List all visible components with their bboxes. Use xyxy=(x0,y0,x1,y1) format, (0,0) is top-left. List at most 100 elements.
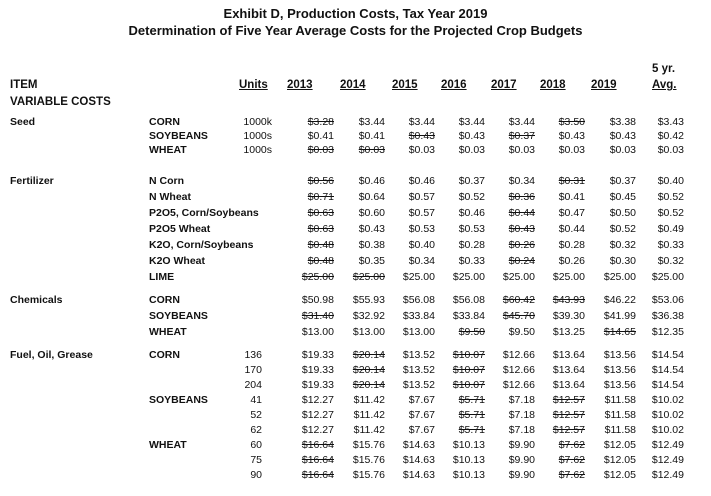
year-cell: $14.63 xyxy=(402,439,435,451)
year-cell: $13.56 xyxy=(603,379,636,391)
header-year: 2015 xyxy=(392,79,418,91)
year-cell: $56.08 xyxy=(452,294,485,306)
year-cell: $0.53 xyxy=(408,223,435,235)
row-label: CORN xyxy=(149,349,180,361)
header-avg: Avg. xyxy=(652,79,677,91)
row-label: LIME xyxy=(149,271,175,283)
header-year: 2016 xyxy=(441,79,467,91)
row-label: SOYBEANS xyxy=(149,310,208,322)
year-cell: $0.41 xyxy=(307,130,334,142)
year-cell: $5.71 xyxy=(458,394,485,406)
avg-cell: $14.54 xyxy=(651,364,684,376)
row-label: SOYBEANS xyxy=(149,394,208,406)
year-cell: $0.46 xyxy=(458,207,485,219)
header-year: 2018 xyxy=(540,79,566,91)
row-unit: 41 xyxy=(250,394,262,406)
year-cell: $9.50 xyxy=(458,326,485,338)
year-cell: $11.58 xyxy=(604,394,636,406)
year-cell: $7.67 xyxy=(408,394,435,406)
year-cell: $0.26 xyxy=(558,255,585,267)
header-year: 2019 xyxy=(591,79,617,91)
row-unit: 1000k xyxy=(243,116,272,128)
row-unit: 170 xyxy=(244,364,262,376)
year-cell: $0.50 xyxy=(609,207,636,219)
year-cell: $10.13 xyxy=(452,454,485,466)
year-cell: $9.90 xyxy=(508,454,535,466)
year-cell: $0.33 xyxy=(458,255,485,267)
row-unit: 75 xyxy=(250,454,262,466)
row-unit: 90 xyxy=(250,469,262,481)
year-cell: $45.70 xyxy=(502,310,535,322)
row-unit: 62 xyxy=(250,424,262,436)
year-cell: $12.66 xyxy=(502,364,535,376)
year-cell: $13.56 xyxy=(603,364,636,376)
year-cell: $7.67 xyxy=(408,424,435,436)
year-cell: $13.52 xyxy=(402,364,435,376)
year-cell: $13.52 xyxy=(402,349,435,361)
year-cell: $7.18 xyxy=(508,394,535,406)
year-cell: $11.42 xyxy=(353,394,385,406)
year-cell: $5.71 xyxy=(458,424,485,436)
year-cell: $3.50 xyxy=(558,116,585,128)
avg-cell: $12.49 xyxy=(651,469,684,481)
avg-cell: $25.00 xyxy=(651,271,684,283)
row-label: P2O5, Corn/Soybeans xyxy=(149,207,259,219)
year-cell: $0.52 xyxy=(458,191,485,203)
row-unit: 1000s xyxy=(243,144,272,156)
header-avg-top: 5 yr. xyxy=(652,63,676,75)
year-cell: $20.14 xyxy=(352,349,385,361)
year-cell: $13.64 xyxy=(552,379,585,391)
year-cell: $3.44 xyxy=(508,116,535,128)
avg-cell: $0.52 xyxy=(657,191,684,203)
year-cell: $12.57 xyxy=(552,409,585,421)
year-cell: $19.33 xyxy=(301,364,334,376)
year-cell: $16.64 xyxy=(301,454,334,466)
year-cell: $7.62 xyxy=(558,439,585,451)
year-cell: $13.00 xyxy=(301,326,334,338)
year-cell: $5.71 xyxy=(458,409,485,421)
year-cell: $0.60 xyxy=(358,207,385,219)
year-cell: $0.37 xyxy=(508,130,535,142)
year-cell: $31.40 xyxy=(301,310,334,322)
year-cell: $13.52 xyxy=(402,379,435,391)
year-cell: $55.93 xyxy=(352,294,385,306)
year-cell: $0.28 xyxy=(458,239,485,251)
avg-cell: $0.52 xyxy=(657,207,684,219)
year-cell: $0.34 xyxy=(508,175,535,187)
year-cell: $0.43 xyxy=(458,130,485,142)
year-cell: $3.44 xyxy=(358,116,385,128)
avg-cell: $12.49 xyxy=(651,439,684,451)
year-cell: $0.44 xyxy=(508,207,535,219)
year-cell: $0.48 xyxy=(307,239,334,251)
year-cell: $0.44 xyxy=(558,223,585,235)
year-cell: $20.14 xyxy=(352,379,385,391)
year-cell: $0.71 xyxy=(307,191,334,203)
year-cell: $10.13 xyxy=(452,439,485,451)
year-cell: $0.03 xyxy=(358,144,385,156)
year-cell: $20.14 xyxy=(352,364,385,376)
document-subtitle: Determination of Five Year Average Costs… xyxy=(128,23,583,38)
year-cell: $7.18 xyxy=(508,409,535,421)
year-cell: $0.28 xyxy=(558,239,585,251)
year-cell: $11.58 xyxy=(604,409,636,421)
year-cell: $12.27 xyxy=(301,424,334,436)
avg-cell: $3.43 xyxy=(657,116,684,128)
year-cell: $15.76 xyxy=(352,469,385,481)
year-cell: $0.03 xyxy=(408,144,435,156)
row-unit: 60 xyxy=(250,439,262,451)
year-cell: $25.00 xyxy=(352,271,385,283)
year-cell: $3.44 xyxy=(408,116,435,128)
year-cell: $25.00 xyxy=(603,271,636,283)
year-cell: $11.58 xyxy=(604,424,636,436)
year-cell: $0.43 xyxy=(408,130,435,142)
variable-costs-heading: VARIABLE COSTS xyxy=(10,96,111,108)
year-cell: $0.47 xyxy=(558,207,585,219)
year-cell: $14.63 xyxy=(402,454,435,466)
section-label: Fertilizer xyxy=(10,175,54,187)
year-cell: $0.36 xyxy=(508,191,535,203)
avg-cell: $14.54 xyxy=(651,379,684,391)
year-cell: $10.07 xyxy=(452,379,485,391)
year-cell: $11.42 xyxy=(353,409,385,421)
year-cell: $0.43 xyxy=(358,223,385,235)
year-cell: $7.18 xyxy=(508,424,535,436)
